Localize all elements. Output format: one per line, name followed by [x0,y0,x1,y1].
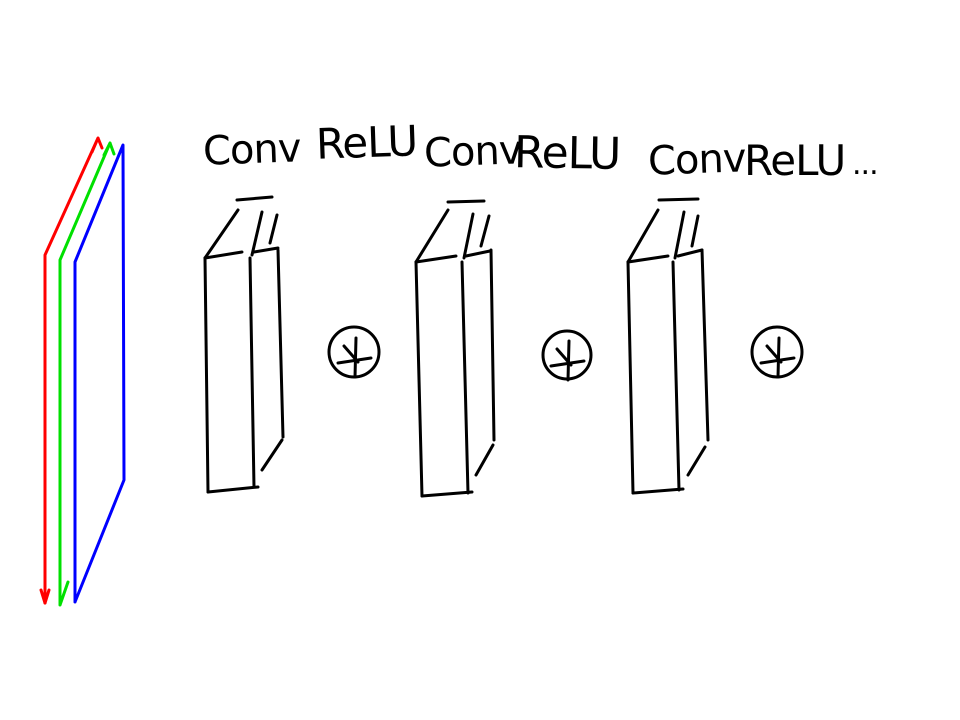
layer-label-conv-2: Conv [423,127,523,177]
layer-label-conv-3: Conv [647,135,747,185]
convolution-operator-3 [750,325,804,379]
layer-label-relu-1: ReLU [315,116,418,169]
convolution-operator-1 [327,325,381,379]
layer-label-ellipsis: ... [852,147,879,182]
red-channel-plane [43,136,104,605]
blue-channel-plane [73,143,126,604]
green-channel-plane [58,141,116,607]
input-image [39,136,126,607]
layer-label-relu-3: ReLU [744,136,846,185]
red-channel-arrow [39,588,51,605]
feature-map-block-2 [414,199,496,498]
layer-label-conv-1: Conv [202,125,302,175]
feature-map-block-3 [626,197,710,495]
convolution-operator-2 [541,329,593,382]
feature-map-block-1 [203,195,285,494]
layer-label-relu-2: ReLU [513,127,621,180]
